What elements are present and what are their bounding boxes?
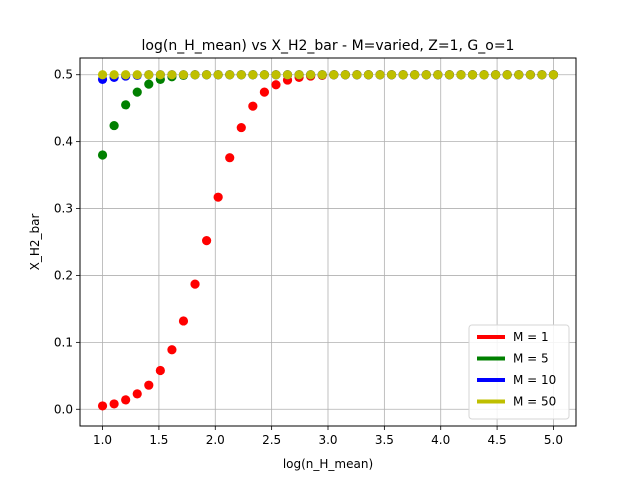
data-point — [97, 401, 108, 411]
data-point — [294, 70, 304, 80]
data-point — [155, 70, 165, 80]
y-axis-label: X_H2_bar — [28, 214, 42, 271]
data-point — [178, 316, 189, 326]
y-tick-label: 0.3 — [54, 202, 73, 216]
y-tick-label: 0.5 — [54, 68, 73, 82]
data-points — [97, 70, 559, 411]
x-ticks: 1.0 1.5 2.0 2.5 3.0 3.5 4.0 4.5 5.0 — [93, 426, 563, 447]
data-point — [132, 70, 142, 80]
x-tick-label: 3.5 — [375, 433, 394, 447]
data-point — [398, 70, 408, 80]
x-tick-label: 4.5 — [488, 433, 507, 447]
data-point — [178, 70, 189, 80]
data-point — [144, 79, 154, 89]
legend-label: M = 10 — [513, 373, 556, 387]
data-point — [386, 70, 397, 80]
data-point — [317, 70, 327, 80]
data-point — [306, 70, 316, 80]
data-point — [167, 345, 177, 355]
data-point — [525, 70, 535, 80]
data-point — [109, 120, 119, 131]
data-point — [109, 399, 119, 409]
x-tick-label: 2.0 — [206, 433, 225, 447]
legend-label: M = 50 — [513, 395, 556, 409]
data-point — [421, 70, 431, 80]
data-point — [352, 70, 362, 80]
data-point — [433, 70, 443, 80]
series-4-points — [97, 70, 559, 80]
data-point — [467, 70, 478, 80]
data-point — [190, 70, 200, 80]
y-tick-label: 0.0 — [54, 402, 73, 416]
data-point — [502, 70, 512, 80]
y-ticks: 0.0 0.1 0.2 0.3 0.4 0.5 — [54, 68, 80, 416]
data-point — [213, 70, 223, 80]
data-point — [236, 122, 246, 133]
data-point — [236, 70, 246, 80]
data-point — [155, 365, 165, 376]
data-point — [410, 70, 420, 80]
data-point — [190, 279, 200, 289]
data-point — [363, 70, 374, 80]
legend: M = 1 M = 5 M = 10 M = 50 — [468, 324, 570, 420]
data-point — [271, 70, 281, 80]
x-axis-label: log(n_H_mean) — [283, 457, 373, 471]
data-point — [97, 70, 108, 80]
data-point — [202, 236, 212, 246]
data-point — [259, 70, 270, 80]
data-point — [144, 380, 154, 390]
y-tick-label: 0.1 — [54, 335, 73, 349]
data-point — [132, 389, 142, 399]
data-point — [121, 70, 131, 80]
data-point — [537, 70, 547, 80]
data-point — [167, 70, 177, 80]
data-point — [225, 70, 235, 80]
legend-label: M = 1 — [513, 330, 549, 344]
data-point — [97, 150, 108, 160]
y-tick-label: 0.2 — [54, 268, 73, 282]
x-tick-label: 3.0 — [318, 433, 337, 447]
x-tick-label: 4.0 — [431, 433, 450, 447]
legend-label: M = 5 — [513, 352, 549, 366]
data-point — [248, 101, 258, 111]
data-point — [144, 70, 154, 80]
legend-box — [468, 324, 570, 420]
y-tick-label: 0.4 — [54, 135, 73, 149]
data-point — [248, 70, 258, 80]
data-point — [375, 70, 385, 80]
data-point — [479, 70, 489, 80]
data-point — [456, 70, 466, 80]
x-tick-label: 2.5 — [262, 433, 281, 447]
data-point — [514, 70, 524, 80]
chart-title: log(n_H_mean) vs X_H2_bar - M=varied, Z=… — [142, 38, 515, 54]
data-point — [225, 153, 235, 163]
x-tick-label: 5.0 — [544, 433, 563, 447]
x-tick-label: 1.0 — [93, 433, 112, 447]
data-point — [109, 70, 119, 80]
data-point — [329, 70, 339, 80]
data-point — [132, 87, 142, 97]
data-point — [444, 70, 454, 80]
data-point — [121, 395, 131, 405]
data-point — [202, 70, 212, 80]
data-point — [259, 87, 270, 97]
data-point — [213, 192, 223, 202]
data-point — [548, 70, 559, 80]
data-point — [271, 80, 281, 90]
data-point — [282, 70, 293, 80]
data-point — [121, 100, 131, 110]
data-point — [491, 70, 501, 80]
x-tick-label: 1.5 — [149, 433, 168, 447]
data-point — [340, 70, 350, 80]
